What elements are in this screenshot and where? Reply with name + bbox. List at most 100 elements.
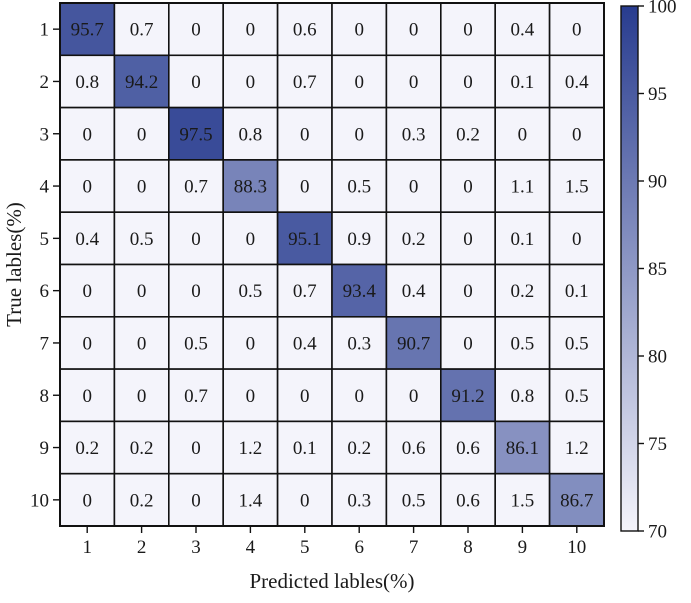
cell-value-label: 0.3: [402, 124, 426, 145]
colorbar-tick-label: 100: [648, 0, 677, 18]
cell-value-label: 0: [137, 333, 147, 354]
heatmap-cell: [113, 211, 170, 266]
cell-value-label: 0.2: [130, 490, 154, 511]
heatmap-cell: [494, 211, 551, 266]
y-tick-label: 6: [40, 281, 50, 302]
cell-value-label: 0: [191, 72, 201, 93]
cell-value-label: 0: [82, 281, 92, 302]
heatmap-cell: [331, 472, 388, 527]
cell-value-label: 0: [463, 229, 473, 250]
cell-value-label: 0.7: [184, 386, 208, 407]
cell-value-label: 0.6: [402, 438, 426, 459]
cell-value-label: 1.5: [511, 490, 535, 511]
cell-value-label: 0.5: [347, 177, 371, 198]
cell-value-label: 0: [300, 490, 310, 511]
cell-value-label: 0: [137, 281, 147, 302]
cell-value-label: 0: [246, 20, 256, 41]
cell-value-label: 91.2: [451, 386, 484, 407]
heatmap-cell: [113, 368, 170, 423]
cell-value-label: 0.8: [511, 386, 535, 407]
cell-value-label: 0: [82, 490, 92, 511]
cell-value-label: 95.1: [288, 229, 321, 250]
cell-value-label: 0: [300, 124, 310, 145]
cell-value-label: 0: [518, 124, 528, 145]
cell-value-label: 88.3: [234, 177, 267, 198]
cell-value-label: 1.1: [511, 177, 535, 198]
heatmap-cell: [548, 2, 605, 57]
cell-value-label: 0.5: [565, 333, 589, 354]
y-tick-label: 9: [40, 438, 50, 459]
heatmap-cell: [385, 315, 442, 370]
cell-value-label: 0.1: [565, 281, 589, 302]
heatmap-cell: [385, 54, 442, 109]
x-tick-label: 5: [300, 537, 310, 558]
heatmap-cell: [222, 368, 279, 423]
cell-value-label: 0.2: [75, 438, 99, 459]
heatmap-cell: [222, 54, 279, 109]
x-tick-label: 4: [246, 537, 256, 558]
cell-value-label: 0.3: [347, 490, 371, 511]
colorbar-tick-label: 80: [648, 347, 667, 368]
cell-value-label: 0: [300, 177, 310, 198]
colorbar-gradient: [620, 5, 639, 532]
cell-value-label: 0: [191, 20, 201, 41]
colorbar-tick-label: 70: [648, 522, 667, 543]
cell-value-label: 0: [82, 124, 92, 145]
cell-value-label: 0.7: [130, 20, 154, 41]
axis-ticks: 1 2 3 4 5 6 7 8 9 10 1 2 3 4 5 6 7 8 9 10: [30, 20, 586, 558]
cell-value-label: 0.5: [239, 281, 263, 302]
cell-value-label: 0.4: [293, 333, 317, 354]
heatmap-cell: [331, 2, 388, 57]
y-tick-label: 5: [40, 229, 50, 250]
x-tick-label: 8: [463, 537, 473, 558]
heatmap-cells: 95.7 0.7 0 0 0.6 0 0 0 0.4 0 0.8 94.2 0 0 0.7 0 0 0 0.1 0.4…: [59, 2, 605, 527]
y-tick-label: 3: [40, 124, 50, 145]
y-tick-label: 4: [40, 177, 50, 198]
x-axis-title: Predicted lables(%): [249, 569, 414, 593]
cell-value-label: 0.8: [75, 72, 99, 93]
cell-value-label: 86.7: [560, 490, 593, 511]
cell-value-label: 0: [246, 333, 256, 354]
heatmap-cell: [439, 420, 496, 475]
heatmap-cell: [331, 263, 388, 318]
heatmap-cell: [113, 2, 170, 57]
cell-value-label: 0: [82, 177, 92, 198]
heatmap-cell: [494, 315, 551, 370]
heatmap-cell: [113, 54, 170, 109]
heatmap-cell: [331, 54, 388, 109]
cell-value-label: 0.6: [456, 490, 480, 511]
cell-value-label: 0: [246, 229, 256, 250]
cell-value-label: 0: [572, 20, 582, 41]
y-tick-label: 8: [40, 386, 50, 407]
colorbar-tick-label: 95: [648, 84, 667, 105]
y-tick-label: 1: [40, 20, 50, 41]
heatmap-cell: [331, 211, 388, 266]
cell-value-label: 0: [463, 177, 473, 198]
heatmap-cell: [439, 368, 496, 423]
heatmap-cell: [494, 420, 551, 475]
x-tick-label: 7: [409, 537, 419, 558]
cell-value-label: 0.1: [511, 229, 535, 250]
colorbar-tick-label: 85: [648, 259, 667, 280]
heatmap-cell: [222, 420, 279, 475]
cell-value-label: 94.2: [125, 72, 158, 93]
x-tick-label: 1: [82, 537, 92, 558]
heatmap-cell: [113, 106, 170, 161]
cell-value-label: 0: [409, 177, 419, 198]
heatmap-cell: [59, 315, 116, 370]
cell-value-label: 0.5: [565, 386, 589, 407]
cell-value-label: 0: [354, 20, 364, 41]
cell-value-label: 0.4: [565, 72, 589, 93]
cell-value-label: 0: [354, 72, 364, 93]
cell-value-label: 0.7: [184, 177, 208, 198]
heatmap-cell: [385, 368, 442, 423]
cell-value-label: 0: [191, 281, 201, 302]
cell-value-label: 0: [246, 72, 256, 93]
cell-value-label: 0: [191, 438, 201, 459]
x-tick-label: 9: [518, 537, 528, 558]
heatmap-cell: [276, 263, 333, 318]
heatmap-cell: [276, 472, 333, 527]
cell-value-label: 0.2: [511, 281, 535, 302]
heatmap-cell: [439, 2, 496, 57]
